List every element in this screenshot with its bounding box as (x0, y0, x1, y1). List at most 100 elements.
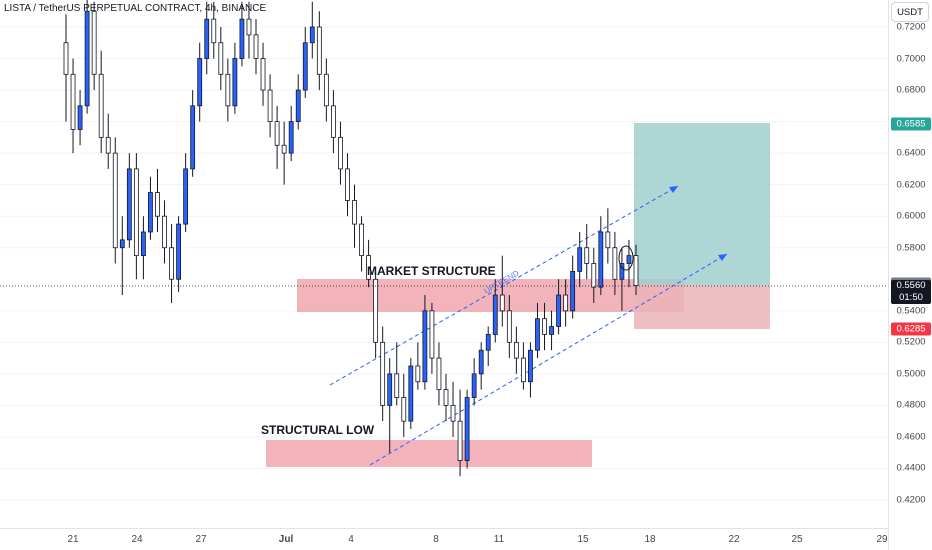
candle[interactable] (218, 27, 224, 91)
candle[interactable] (380, 326, 386, 422)
candle[interactable] (84, 0, 90, 114)
structural-low-zone[interactable] (266, 440, 592, 467)
candle[interactable] (563, 279, 569, 327)
chart-canvas[interactable]: UPTREND LISTA / TetherUS PERPETUAL CONTR… (0, 0, 888, 528)
candle[interactable] (436, 342, 442, 406)
candle[interactable] (612, 231, 618, 296)
price-axis[interactable]: 0.72000.70000.68000.66000.64000.62000.60… (888, 0, 932, 550)
highlight-circle[interactable] (618, 245, 634, 271)
candle[interactable] (450, 381, 456, 437)
candle[interactable] (570, 255, 576, 319)
time-axis[interactable]: 21 24 27 Jul 4 8 11 15 18 22 25 29 (0, 528, 888, 550)
candle[interactable] (352, 184, 357, 248)
candle-body (485, 334, 491, 351)
candle[interactable] (148, 176, 153, 240)
candle[interactable] (162, 200, 167, 264)
candle-body (302, 42, 308, 91)
candle[interactable] (549, 310, 554, 351)
candle[interactable] (176, 216, 181, 292)
candle[interactable] (485, 326, 491, 366)
candle[interactable] (457, 389, 463, 477)
candle[interactable] (77, 90, 83, 146)
candle[interactable] (366, 239, 371, 288)
candle[interactable] (605, 208, 611, 264)
candle[interactable] (429, 302, 435, 374)
candle[interactable] (492, 279, 498, 343)
candle[interactable] (70, 58, 76, 154)
market-structure-zone[interactable] (297, 279, 684, 312)
candle[interactable] (302, 27, 308, 98)
target-zone[interactable] (634, 123, 770, 285)
candle[interactable] (408, 358, 414, 430)
channel-lower-line[interactable] (369, 253, 728, 466)
candle[interactable] (633, 244, 639, 296)
candle[interactable] (274, 105, 280, 169)
candle[interactable] (253, 19, 259, 75)
candle[interactable] (443, 373, 449, 422)
candle[interactable] (323, 58, 329, 122)
symbol-title[interactable]: LISTA / TetherUS PERPETUAL CONTRACT, 4h,… (4, 3, 267, 14)
candle-body (148, 192, 153, 233)
candle[interactable] (506, 295, 512, 359)
candle[interactable] (183, 153, 189, 232)
candle[interactable] (63, 14, 69, 122)
candle[interactable] (584, 224, 590, 280)
candle[interactable] (267, 74, 273, 138)
candle[interactable] (141, 216, 146, 280)
candle[interactable] (338, 121, 343, 185)
candle[interactable] (91, 1, 97, 91)
candle[interactable] (112, 137, 118, 264)
candle[interactable] (288, 105, 294, 162)
stop-zone[interactable] (634, 285, 770, 329)
candle[interactable] (598, 216, 604, 296)
candle[interactable] (295, 74, 301, 130)
candle[interactable] (528, 342, 533, 398)
currency-button[interactable]: USDT (891, 2, 929, 22)
candle[interactable] (260, 42, 266, 106)
candle[interactable] (309, 1, 315, 59)
candle[interactable] (126, 153, 132, 248)
candle[interactable] (98, 50, 104, 154)
candle[interactable] (499, 255, 505, 327)
candle[interactable] (345, 153, 350, 217)
candle[interactable] (225, 58, 231, 122)
candle[interactable] (169, 224, 174, 303)
candle[interactable] (415, 342, 421, 390)
candle[interactable] (577, 231, 583, 288)
candle[interactable] (232, 42, 238, 114)
candle[interactable] (105, 113, 111, 169)
candle[interactable] (619, 247, 625, 311)
candle[interactable] (373, 271, 379, 359)
candle[interactable] (394, 342, 400, 406)
candle[interactable] (387, 358, 393, 453)
candle-body (331, 105, 336, 138)
channel-upper-line[interactable] (329, 185, 679, 386)
candle[interactable] (239, 1, 245, 67)
candle[interactable] (422, 295, 428, 390)
candle[interactable] (359, 216, 364, 272)
candle[interactable] (190, 90, 196, 177)
candle[interactable] (281, 121, 287, 185)
candle[interactable] (556, 279, 561, 335)
candle[interactable] (211, 1, 217, 59)
candlestick-chart[interactable]: UPTREND (0, 0, 888, 528)
candle[interactable] (513, 326, 519, 374)
candle[interactable] (542, 302, 547, 351)
candle[interactable] (204, 1, 210, 75)
candle[interactable] (316, 11, 322, 91)
candle[interactable] (197, 42, 203, 122)
candle[interactable] (464, 389, 470, 469)
candle[interactable] (155, 168, 160, 232)
candle[interactable] (401, 373, 407, 437)
candle[interactable] (521, 342, 526, 390)
candle[interactable] (591, 247, 597, 303)
candle[interactable] (478, 342, 484, 390)
candle[interactable] (133, 153, 139, 280)
time-tick-label: 11 (493, 534, 505, 545)
candle[interactable] (535, 302, 540, 359)
candle[interactable] (471, 358, 477, 406)
candle-body (309, 26, 315, 44)
candle[interactable] (246, 1, 252, 59)
candle[interactable] (119, 216, 125, 296)
candle[interactable] (331, 90, 336, 154)
